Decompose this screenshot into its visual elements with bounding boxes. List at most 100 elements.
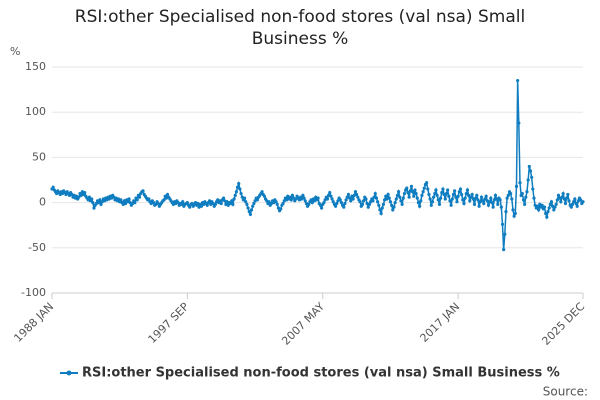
point: [443, 197, 447, 201]
point: [535, 204, 540, 208]
point: [328, 191, 332, 195]
point: [559, 200, 563, 204]
point: [179, 202, 184, 207]
point: [237, 182, 241, 186]
point: [342, 205, 346, 209]
point: [387, 196, 391, 200]
point: [453, 189, 457, 193]
point: [360, 202, 365, 207]
point: [77, 195, 81, 199]
point: [514, 184, 519, 188]
point: [419, 199, 423, 203]
point: [147, 197, 151, 201]
point: [437, 202, 442, 207]
point: [481, 199, 485, 203]
point: [373, 191, 377, 196]
point: [98, 198, 102, 202]
point: [491, 205, 495, 209]
point: [331, 200, 335, 204]
x-tick-label: 2017 JAN: [418, 300, 463, 345]
point: [447, 194, 451, 198]
point: [310, 201, 314, 205]
point: [498, 198, 502, 202]
point: [544, 211, 548, 216]
point: [353, 190, 358, 194]
point: [367, 202, 372, 207]
point: [470, 192, 474, 197]
point: [381, 202, 386, 207]
point: [523, 202, 527, 207]
point: [377, 203, 381, 207]
point: [432, 195, 436, 199]
point: [464, 191, 468, 196]
point: [344, 198, 348, 202]
point: [119, 198, 123, 202]
point: [425, 181, 429, 185]
point: [371, 199, 375, 203]
point: [524, 195, 528, 199]
point: [436, 198, 440, 202]
point: [249, 208, 254, 212]
point: [399, 199, 403, 203]
point: [205, 203, 209, 207]
point: [420, 193, 424, 197]
y-tick-label: 150: [25, 60, 46, 73]
point: [572, 200, 576, 204]
point: [235, 185, 240, 189]
point: [233, 193, 237, 197]
point: [409, 184, 414, 188]
x-tick-label: 2007 MAY: [279, 300, 327, 348]
point: [137, 195, 142, 199]
point: [486, 203, 491, 207]
point: [479, 195, 484, 199]
point: [505, 196, 509, 200]
point: [552, 208, 556, 212]
point: [255, 198, 259, 202]
point: [232, 197, 236, 201]
point: [502, 248, 506, 252]
point: [457, 190, 461, 194]
point: [405, 186, 409, 190]
point: [343, 201, 347, 206]
point: [90, 197, 94, 201]
point: [513, 211, 517, 216]
point: [469, 195, 473, 199]
point: [415, 196, 419, 200]
y-tick-label: -100: [21, 286, 46, 299]
point: [384, 194, 388, 198]
point: [279, 207, 283, 211]
point: [141, 189, 145, 193]
point: [504, 210, 508, 214]
point: [281, 201, 285, 206]
point: [244, 200, 248, 204]
point: [400, 202, 404, 207]
point: [165, 192, 170, 197]
point: [528, 169, 533, 173]
point: [496, 202, 500, 207]
y-tick-label: 100: [25, 105, 46, 118]
point: [319, 206, 324, 210]
point: [462, 201, 466, 206]
point: [397, 190, 401, 194]
point: [230, 199, 234, 203]
point: [221, 196, 226, 200]
point: [446, 188, 450, 192]
point: [414, 191, 418, 196]
point: [401, 196, 405, 200]
point: [133, 201, 137, 205]
point: [234, 190, 238, 194]
point: [428, 197, 432, 201]
point: [451, 192, 456, 197]
point: [581, 200, 585, 204]
chart-title: RSI:other Specialised non-food stores (v…: [74, 7, 526, 49]
point: [458, 187, 463, 191]
point: [540, 203, 544, 207]
point: [525, 190, 529, 194]
point: [239, 191, 243, 196]
point: [476, 198, 480, 202]
point: [575, 204, 579, 208]
y-tick-label: 50: [32, 150, 46, 163]
point: [380, 206, 384, 210]
point: [506, 193, 510, 197]
point: [567, 199, 571, 203]
